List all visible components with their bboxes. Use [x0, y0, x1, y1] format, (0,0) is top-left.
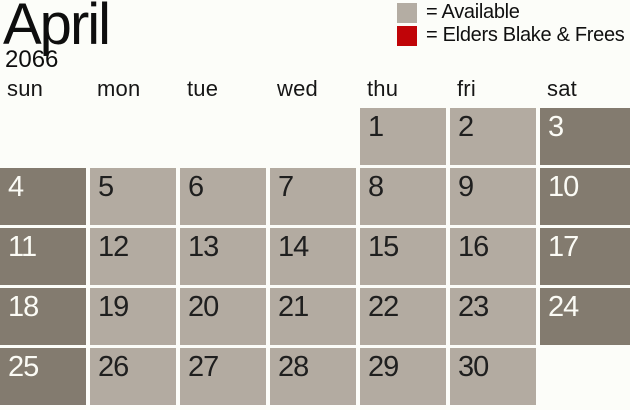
day-number: 28 [278, 351, 309, 383]
day-number: 21 [278, 291, 309, 323]
calendar-cell-empty [270, 108, 356, 165]
day-number: 2 [458, 111, 474, 143]
calendar-cell-6[interactable]: 6 [180, 168, 266, 225]
calendar-cell-14[interactable]: 14 [270, 228, 356, 285]
legend-label-available: = Available [426, 1, 520, 23]
calendar-grid: 1 2 3 4 5 6 7 8 9 10 11 12 13 14 15 16 17 18 19 20 21 22 23 24 2… [0, 108, 630, 405]
day-number: 23 [458, 291, 489, 323]
day-number: 10 [548, 171, 579, 203]
day-header-fri: fri [457, 76, 476, 101]
day-number: 6 [188, 171, 204, 203]
calendar-cell-7[interactable]: 7 [270, 168, 356, 225]
calendar-cell-28[interactable]: 28 [270, 348, 356, 405]
day-of-week-header-row: sun mon tue wed thu fri sat [0, 76, 630, 102]
calendar-cell-17[interactable]: 17 [540, 228, 630, 285]
legend: = Available = Elders Blake & Frees [397, 1, 630, 48]
calendar-cell-empty [90, 108, 176, 165]
calendar-cell-empty [540, 348, 630, 405]
day-number: 4 [8, 171, 24, 203]
day-number: 13 [188, 231, 219, 263]
day-header-sun: sun [7, 76, 44, 101]
calendar-cell-1[interactable]: 1 [360, 108, 446, 165]
day-number: 12 [98, 231, 129, 263]
calendar-cell-22[interactable]: 22 [360, 288, 446, 345]
calendar-cell-empty [180, 108, 266, 165]
day-number: 1 [368, 111, 384, 143]
booked-color-swatch-icon [397, 25, 417, 46]
day-number: 26 [98, 351, 129, 383]
calendar-cell-12[interactable]: 12 [90, 228, 176, 285]
calendar-cell-11[interactable]: 11 [0, 228, 86, 285]
calendar-cell-15[interactable]: 15 [360, 228, 446, 285]
calendar-cell-2[interactable]: 2 [450, 108, 536, 165]
calendar-cell-23[interactable]: 23 [450, 288, 536, 345]
day-number: 29 [368, 351, 399, 383]
calendar-cell-19[interactable]: 19 [90, 288, 176, 345]
calendar-cell-5[interactable]: 5 [90, 168, 176, 225]
day-header-sat: sat [547, 76, 577, 101]
calendar-cell-21[interactable]: 21 [270, 288, 356, 345]
day-number: 27 [188, 351, 219, 383]
legend-item-available: = Available [397, 1, 630, 23]
year-label: 2066 [5, 46, 59, 73]
calendar-cell-24[interactable]: 24 [540, 288, 630, 345]
day-number: 5 [98, 171, 114, 203]
calendar-cell-18[interactable]: 18 [0, 288, 86, 345]
calendar-cell-8[interactable]: 8 [360, 168, 446, 225]
day-number: 20 [188, 291, 219, 323]
day-header-thu: thu [367, 76, 399, 101]
calendar-cell-30[interactable]: 30 [450, 348, 536, 405]
legend-item-elders-blake-frees: = Elders Blake & Frees [397, 24, 630, 46]
calendar-cell-27[interactable]: 27 [180, 348, 266, 405]
calendar-cell-4[interactable]: 4 [0, 168, 86, 225]
calendar-cell-25[interactable]: 25 [0, 348, 86, 405]
day-header-mon: mon [97, 76, 141, 101]
day-number: 11 [8, 231, 37, 263]
available-color-swatch-icon [397, 2, 417, 23]
day-number: 14 [278, 231, 309, 263]
day-header-wed: wed [277, 76, 318, 101]
day-header-tue: tue [187, 76, 219, 101]
legend-label-elders-blake-frees: = Elders Blake & Frees [426, 24, 625, 46]
day-number: 16 [458, 231, 489, 263]
calendar-cell-20[interactable]: 20 [180, 288, 266, 345]
day-number: 3 [548, 111, 564, 143]
day-number: 8 [368, 171, 384, 203]
page-title: April [3, 0, 111, 57]
calendar-cell-29[interactable]: 29 [360, 348, 446, 405]
day-number: 22 [368, 291, 399, 323]
calendar-cell-10[interactable]: 10 [540, 168, 630, 225]
calendar-cell-16[interactable]: 16 [450, 228, 536, 285]
calendar-cell-empty [0, 108, 86, 165]
calendar-cell-9[interactable]: 9 [450, 168, 536, 225]
calendar-cell-3[interactable]: 3 [540, 108, 630, 165]
day-number: 30 [458, 351, 489, 383]
day-number: 9 [458, 171, 474, 203]
day-number: 15 [368, 231, 399, 263]
day-number: 17 [548, 231, 579, 263]
calendar-cell-26[interactable]: 26 [90, 348, 176, 405]
calendar-cell-13[interactable]: 13 [180, 228, 266, 285]
day-number: 18 [8, 291, 39, 323]
day-number: 19 [98, 291, 129, 323]
day-number: 7 [278, 171, 294, 203]
day-number: 24 [548, 291, 579, 323]
day-number: 25 [8, 351, 39, 383]
